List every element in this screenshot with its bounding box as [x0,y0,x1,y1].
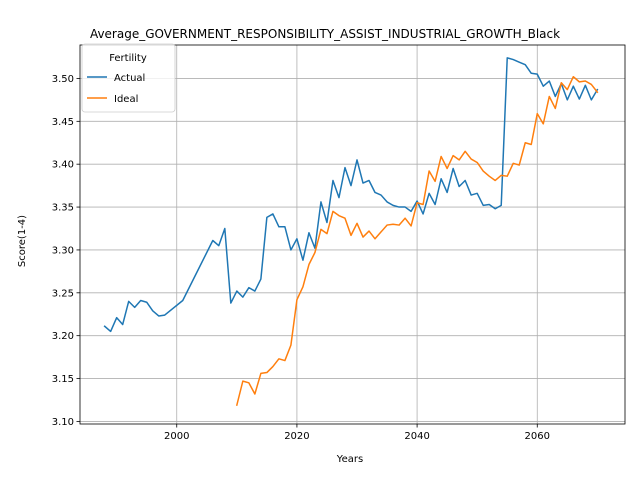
series-layer [103,57,599,407]
legend: Fertility Actual Ideal [81,43,176,113]
legend-label-actual: Actual [114,73,145,84]
legend-box [81,43,176,113]
y-tick-label: 3.35 [52,203,74,214]
x-tick-label: 2060 [525,431,550,442]
y-tick-label: 3.10 [52,417,74,428]
y-axis-label: Score(1-4) [17,215,28,267]
legend-label-ideal: Ideal [114,94,138,105]
x-axis-label: Years [336,454,363,465]
y-axis: 3.10 3.15 3.20 3.25 3.30 3.35 3.40 3.45 3.50 [52,74,80,428]
plot-frame [79,44,626,425]
series-line-ideal [235,75,599,407]
y-tick-label: 3.25 [52,288,74,299]
chart-title: Average_GOVERNMENT_RESPONSIBILITY_ASSIST… [90,27,560,41]
x-tick-label: 2000 [164,431,189,442]
y-tick-label: 3.15 [52,374,74,385]
y-tick-label: 3.45 [52,117,74,128]
y-tick-label: 3.20 [52,331,74,342]
x-tick-label: 2040 [404,431,429,442]
series-line-actual [103,57,599,333]
legend-title: Fertility [109,53,147,64]
x-tick-label: 2020 [284,431,309,442]
x-axis: 2000 2020 2040 2060 [164,424,550,442]
grid [80,45,625,424]
y-tick-label: 3.50 [52,74,74,85]
y-tick-label: 3.40 [52,160,74,171]
y-tick-label: 3.30 [52,245,74,256]
